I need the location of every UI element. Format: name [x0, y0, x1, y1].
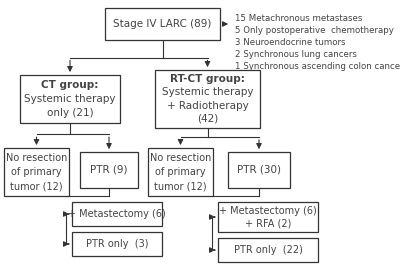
Text: Stage IV LARC (89): Stage IV LARC (89) — [113, 19, 212, 29]
Text: + Metastectomy (6): + Metastectomy (6) — [68, 209, 166, 219]
FancyBboxPatch shape — [4, 148, 69, 196]
Text: 2 Synchronous lung cancers: 2 Synchronous lung cancers — [235, 50, 357, 59]
Text: 3 Neuroendocrine tumors: 3 Neuroendocrine tumors — [235, 38, 346, 47]
FancyBboxPatch shape — [148, 148, 213, 196]
FancyBboxPatch shape — [80, 152, 138, 188]
FancyBboxPatch shape — [72, 232, 162, 256]
FancyBboxPatch shape — [218, 202, 318, 232]
Text: + Radiotherapy: + Radiotherapy — [167, 101, 248, 111]
Text: RT-CT group:: RT-CT group: — [170, 74, 245, 84]
Text: + RFA (2): + RFA (2) — [245, 218, 291, 228]
Text: No resection: No resection — [150, 153, 211, 163]
Text: 5 Only postoperative  chemotherapy: 5 Only postoperative chemotherapy — [235, 26, 394, 35]
Text: PTR only  (3): PTR only (3) — [86, 239, 148, 249]
Text: No resection: No resection — [6, 153, 67, 163]
Text: 15 Metachronous metastases: 15 Metachronous metastases — [235, 14, 362, 23]
Text: tumor (12): tumor (12) — [154, 181, 207, 191]
FancyBboxPatch shape — [155, 70, 260, 128]
Text: + Metastectomy (6): + Metastectomy (6) — [219, 206, 317, 216]
Text: 1 Synchronous ascending colon cancer: 1 Synchronous ascending colon cancer — [235, 62, 400, 71]
Text: of primary: of primary — [155, 167, 206, 177]
FancyBboxPatch shape — [218, 238, 318, 262]
Text: tumor (12): tumor (12) — [10, 181, 63, 191]
FancyBboxPatch shape — [72, 202, 162, 226]
Text: Systemic therapy: Systemic therapy — [24, 94, 116, 104]
FancyBboxPatch shape — [20, 75, 120, 123]
Text: PTR (30): PTR (30) — [237, 165, 281, 175]
Text: of primary: of primary — [11, 167, 62, 177]
Text: only (21): only (21) — [47, 108, 93, 118]
Text: PTR only  (22): PTR only (22) — [234, 245, 302, 255]
Text: Systemic therapy: Systemic therapy — [162, 87, 253, 97]
FancyBboxPatch shape — [105, 8, 220, 40]
Text: CT group:: CT group: — [41, 80, 99, 90]
Text: (42): (42) — [197, 114, 218, 124]
FancyBboxPatch shape — [228, 152, 290, 188]
Text: PTR (9): PTR (9) — [90, 165, 128, 175]
